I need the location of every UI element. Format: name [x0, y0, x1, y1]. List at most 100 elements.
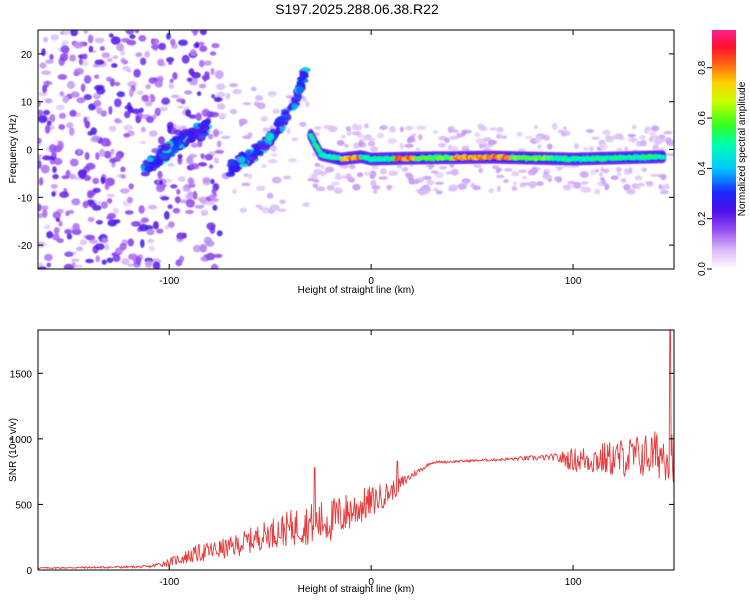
spectrogram-branch-2-blob: [245, 155, 251, 161]
spectrogram-haze: [287, 158, 298, 163]
spectrogram-haze: [358, 140, 364, 147]
spectrogram-noise-blob: [180, 99, 186, 105]
spectrogram-noise-blob: [210, 178, 215, 185]
spectrogram-noise-blob: [216, 140, 222, 148]
spectrogram-branch-1-blob: [174, 136, 182, 141]
spectrogram-noise-blob: [82, 53, 88, 60]
spectrogram-noise-blob: [155, 184, 165, 193]
spectrogram-noise-blob: [38, 177, 44, 186]
spectrogram-haze: [666, 140, 674, 146]
colorbar-tick-label: 0.0: [697, 262, 708, 276]
spectrogram-noise-blob: [154, 79, 163, 88]
spectrogram-haze: [147, 238, 155, 244]
spectrogram-noise-blob: [60, 45, 70, 54]
spectrogram-noise-blob: [206, 222, 216, 231]
spectrogram-noise-blob: [56, 238, 64, 244]
spectrogram-branch-2-blob: [292, 99, 298, 105]
spectrogram-noise-blob: [131, 108, 141, 114]
spectrogram-noise-blob: [185, 199, 195, 208]
spectrogram-haze: [649, 131, 656, 136]
spectrogram-haze: [345, 126, 351, 132]
spectrogram-haze: [305, 100, 310, 108]
spectrogram-x-tick-label: 0: [368, 276, 374, 287]
spectrogram-haze: [144, 100, 153, 107]
spectrogram-noise-blob: [205, 240, 215, 247]
spectrogram-haze: [302, 202, 310, 208]
spectrogram-haze: [104, 243, 110, 251]
spectrogram-haze: [319, 164, 325, 170]
spectrogram-haze: [537, 144, 542, 150]
spectrogram-noise-blob: [190, 48, 197, 57]
spectrogram-haze: [356, 134, 366, 138]
spectrogram-noise-blob: [62, 95, 69, 104]
spectrogram-noise-blob: [94, 243, 105, 251]
spectrogram-haze: [55, 104, 65, 111]
spectrogram-noise-blob: [87, 216, 95, 223]
spectrogram-branch-2-blob: [266, 132, 275, 141]
spectrogram-branch-2-blob: [291, 103, 298, 110]
spectrogram-haze: [213, 157, 220, 164]
spectrogram-noise-blob: [135, 256, 142, 265]
spectrogram-noise-blob: [106, 215, 114, 220]
spectrogram-noise-blob: [44, 98, 53, 104]
spectrogram-noise-blob: [126, 39, 137, 46]
spectrogram-haze: [644, 128, 649, 134]
spectrogram-haze: [123, 124, 133, 131]
spectrogram-haze: [560, 131, 567, 137]
spectrogram-trace-core: [311, 138, 317, 143]
spectrogram-haze: [399, 142, 405, 150]
spectrogram-branch-1-blob: [185, 130, 195, 138]
spectrogram-noise-blob: [38, 109, 44, 116]
spectrogram-haze: [562, 184, 570, 191]
spectrogram-noise-blob: [95, 255, 100, 263]
spectrogram-noise-blob: [93, 100, 102, 107]
spectrogram-noise-blob: [116, 43, 124, 52]
spectrogram-noise-blob: [214, 70, 224, 80]
spectrogram-noise-blob: [85, 162, 96, 170]
spectrogram-haze: [435, 181, 444, 185]
spectrogram-haze: [323, 125, 333, 130]
spectrogram-noise-blob: [144, 260, 153, 268]
spectrogram-noise-blob: [38, 114, 48, 124]
spectrogram-noise-blob: [38, 160, 42, 169]
spectrogram-haze: [663, 130, 673, 135]
spectrogram-haze: [346, 130, 352, 136]
spectrogram-noise-blob: [51, 191, 56, 197]
spectrogram-noise-blob: [211, 43, 220, 49]
spectrogram-noise-blob: [149, 93, 155, 99]
spectrogram-haze: [636, 185, 641, 190]
spectrogram-haze: [497, 168, 503, 171]
spectrogram-noise-blob: [87, 130, 93, 136]
spectrogram-haze: [271, 176, 282, 184]
spectrogram-haze: [70, 258, 80, 263]
spectrogram-noise-blob: [168, 60, 173, 65]
spectrogram-haze: [352, 183, 361, 191]
snr-frame: [37, 329, 675, 571]
spectrogram-haze: [502, 135, 507, 139]
spectrogram-haze: [75, 246, 84, 252]
spectrogram-haze: [229, 83, 239, 88]
spectrogram-haze: [261, 163, 267, 169]
spectrogram-noise-blob: [150, 44, 160, 50]
spectrogram-noise-blob: [214, 253, 223, 258]
spectrogram-noise-blob: [129, 34, 136, 39]
spectrogram-haze: [368, 137, 376, 142]
spectrogram-noise-blob: [99, 148, 106, 157]
spectrogram-noise-blob: [104, 182, 110, 191]
spectrogram-haze: [326, 185, 335, 191]
spectrogram-haze: [666, 153, 674, 157]
spectrogram-haze: [277, 208, 287, 212]
spectrogram-haze: [376, 132, 385, 139]
colorbar-ticks: 0.0 0.2 0.4 0.6 0.8: [697, 60, 712, 276]
spectrogram-noise-blob: [59, 91, 65, 97]
spectrogram-noise-blob: [39, 62, 47, 69]
spectrogram-noise-blob: [124, 110, 131, 119]
spectrogram-noise-blob: [168, 221, 175, 229]
spectrogram-haze: [349, 164, 356, 170]
spectrogram-noise-blob: [106, 198, 113, 204]
spectrogram-noise-blob: [141, 217, 149, 223]
spectrogram-haze: [217, 103, 226, 110]
spectrogram-noise-blob: [110, 148, 115, 155]
spectrogram-noise-blob: [72, 223, 80, 232]
